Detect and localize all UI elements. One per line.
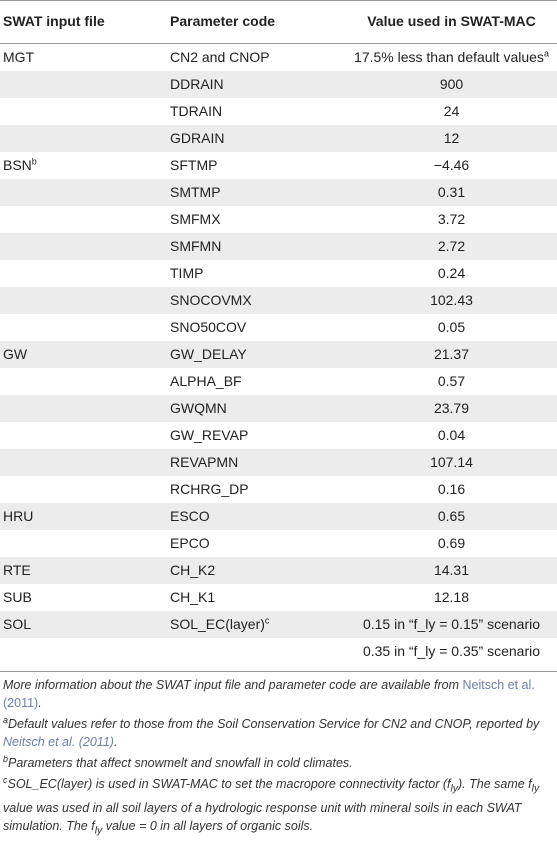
table-row: RTE CH_K2 14.31 — [0, 557, 557, 584]
cell-value: 12 — [443, 130, 460, 146]
cell-parameter-code: GDRAIN — [170, 130, 225, 146]
table-row: GWQMN 23.79 — [0, 395, 557, 422]
table-row: HRU ESCO 0.65 — [0, 503, 557, 530]
footnote-general: More information about the SWAT input fi… — [3, 678, 535, 710]
cell-value: 0.16 — [437, 481, 466, 497]
table-row: TIMP 0.24 — [0, 260, 557, 287]
cell-value: 12.18 — [433, 589, 470, 605]
table-row: DDRAIN 900 — [0, 71, 557, 98]
cell-parameter-code: ALPHA_BF — [170, 373, 242, 389]
footnote-b: bParameters that affect snowmelt and sno… — [3, 753, 353, 770]
citation-link[interactable]: Neitsch et al. (2011) — [3, 735, 114, 749]
table-bottom-rule — [0, 671, 557, 672]
cell-input-file: GW — [3, 346, 28, 362]
cell-parameter-code: SOL_EC(layer)c — [170, 615, 270, 632]
table-row: GW_REVAP 0.04 — [0, 422, 557, 449]
cell-parameter-code: TIMP — [170, 265, 204, 281]
cell-value: 0.69 — [437, 535, 466, 551]
cell-value: 107.14 — [430, 454, 473, 470]
header-rule — [0, 43, 557, 44]
cell-parameter-code: ESCO — [170, 508, 210, 524]
cell-value: 0.57 — [437, 373, 466, 389]
cell-value: 3.72 — [437, 211, 466, 227]
table-row: SUB CH_K1 12.18 — [0, 584, 557, 611]
cell-value: 24 — [443, 103, 460, 119]
footnote-c: cSOL_EC(layer) is used in SWAT-MAC to se… — [3, 774, 540, 836]
cell-value: 21.37 — [433, 346, 470, 362]
table-row: BSNb SFTMP −4.46 — [0, 152, 557, 179]
cell-input-file: SOL — [3, 616, 32, 632]
cell-parameter-code: GWQMN — [170, 400, 227, 416]
table-footnotes: More information about the SWAT input fi… — [3, 676, 553, 843]
table-row: 0.35 in “f_ly = 0.35” scenario — [0, 638, 557, 665]
cell-value: 900 — [439, 76, 464, 92]
table-row: SMTMP 0.31 — [0, 179, 557, 206]
table-row: TDRAIN 24 — [0, 98, 557, 125]
table-row: EPCO 0.69 — [0, 530, 557, 557]
cell-value: 23.79 — [433, 400, 470, 416]
cell-parameter-code: CH_K1 — [170, 589, 216, 605]
cell-parameter-code: REVAPMN — [170, 454, 239, 470]
cell-parameter-code: DDRAIN — [170, 76, 224, 92]
footnote-a: aDefault values refer to those from the … — [3, 714, 540, 749]
cell-input-file: SUB — [3, 589, 32, 605]
cell-parameter-code: GW_DELAY — [170, 346, 247, 362]
citation-link[interactable]: Neitsch et al. (2011) — [3, 678, 535, 710]
cell-parameter-code: RCHRG_DP — [170, 481, 249, 497]
cell-parameter-code: SFTMP — [170, 157, 218, 173]
cell-parameter-code: SNOCOVMX — [170, 292, 252, 308]
cell-value: 0.35 in “f_ly = 0.35” scenario — [362, 643, 541, 659]
cell-parameter-code: EPCO — [170, 535, 210, 551]
cell-parameter-code: CH_K2 — [170, 562, 216, 578]
cell-value: 14.31 — [433, 562, 470, 578]
cell-parameter-code: GW_REVAP — [170, 427, 249, 443]
cell-parameter-code: TDRAIN — [170, 103, 223, 119]
table-row: ALPHA_BF 0.57 — [0, 368, 557, 395]
table-row: SMFMX 3.72 — [0, 206, 557, 233]
table-row: GW GW_DELAY 21.37 — [0, 341, 557, 368]
table-row: SNOCOVMX 102.43 — [0, 287, 557, 314]
cell-value: 0.04 — [437, 427, 466, 443]
table-row: GDRAIN 12 — [0, 125, 557, 152]
cell-value: 0.15 in “f_ly = 0.15” scenario — [362, 616, 541, 632]
cell-value: 17.5% less than default valuesa — [354, 48, 549, 65]
cell-parameter-code: SNO50COV — [170, 319, 247, 335]
cell-value: 0.65 — [437, 508, 466, 524]
table-top-rule — [0, 0, 557, 1]
cell-value: 0.05 — [437, 319, 466, 335]
header-value-used: Value used in SWAT-MAC — [367, 13, 536, 29]
cell-parameter-code: SMTMP — [170, 184, 221, 200]
table-row: MGT CN2 and CNOP 17.5% less than default v… — [0, 44, 557, 71]
cell-value: 2.72 — [437, 238, 466, 254]
table-row: SOL SOL_EC(layer)c 0.15 in “f_ly = 0.15” s… — [0, 611, 557, 638]
table-row: SNO50COV 0.05 — [0, 314, 557, 341]
cell-input-file: RTE — [3, 562, 31, 578]
cell-input-file: MGT — [3, 49, 35, 65]
cell-parameter-code: CN2 and CNOP — [170, 49, 270, 65]
cell-input-file: BSNb — [3, 156, 37, 173]
table-row: RCHRG_DP 0.16 — [0, 476, 557, 503]
cell-input-file: HRU — [3, 508, 34, 524]
header-swat-input-file: SWAT input file — [3, 13, 105, 29]
cell-value: 0.31 — [437, 184, 466, 200]
table-row: SMFMN 2.72 — [0, 233, 557, 260]
table-row: REVAPMN 107.14 — [0, 449, 557, 476]
cell-value: −4.46 — [433, 157, 470, 173]
cell-value: 102.43 — [430, 292, 473, 308]
cell-value: 0.24 — [437, 265, 466, 281]
cell-parameter-code: SMFMN — [170, 238, 222, 254]
header-parameter-code: Parameter code — [170, 13, 276, 29]
cell-parameter-code: SMFMX — [170, 211, 221, 227]
